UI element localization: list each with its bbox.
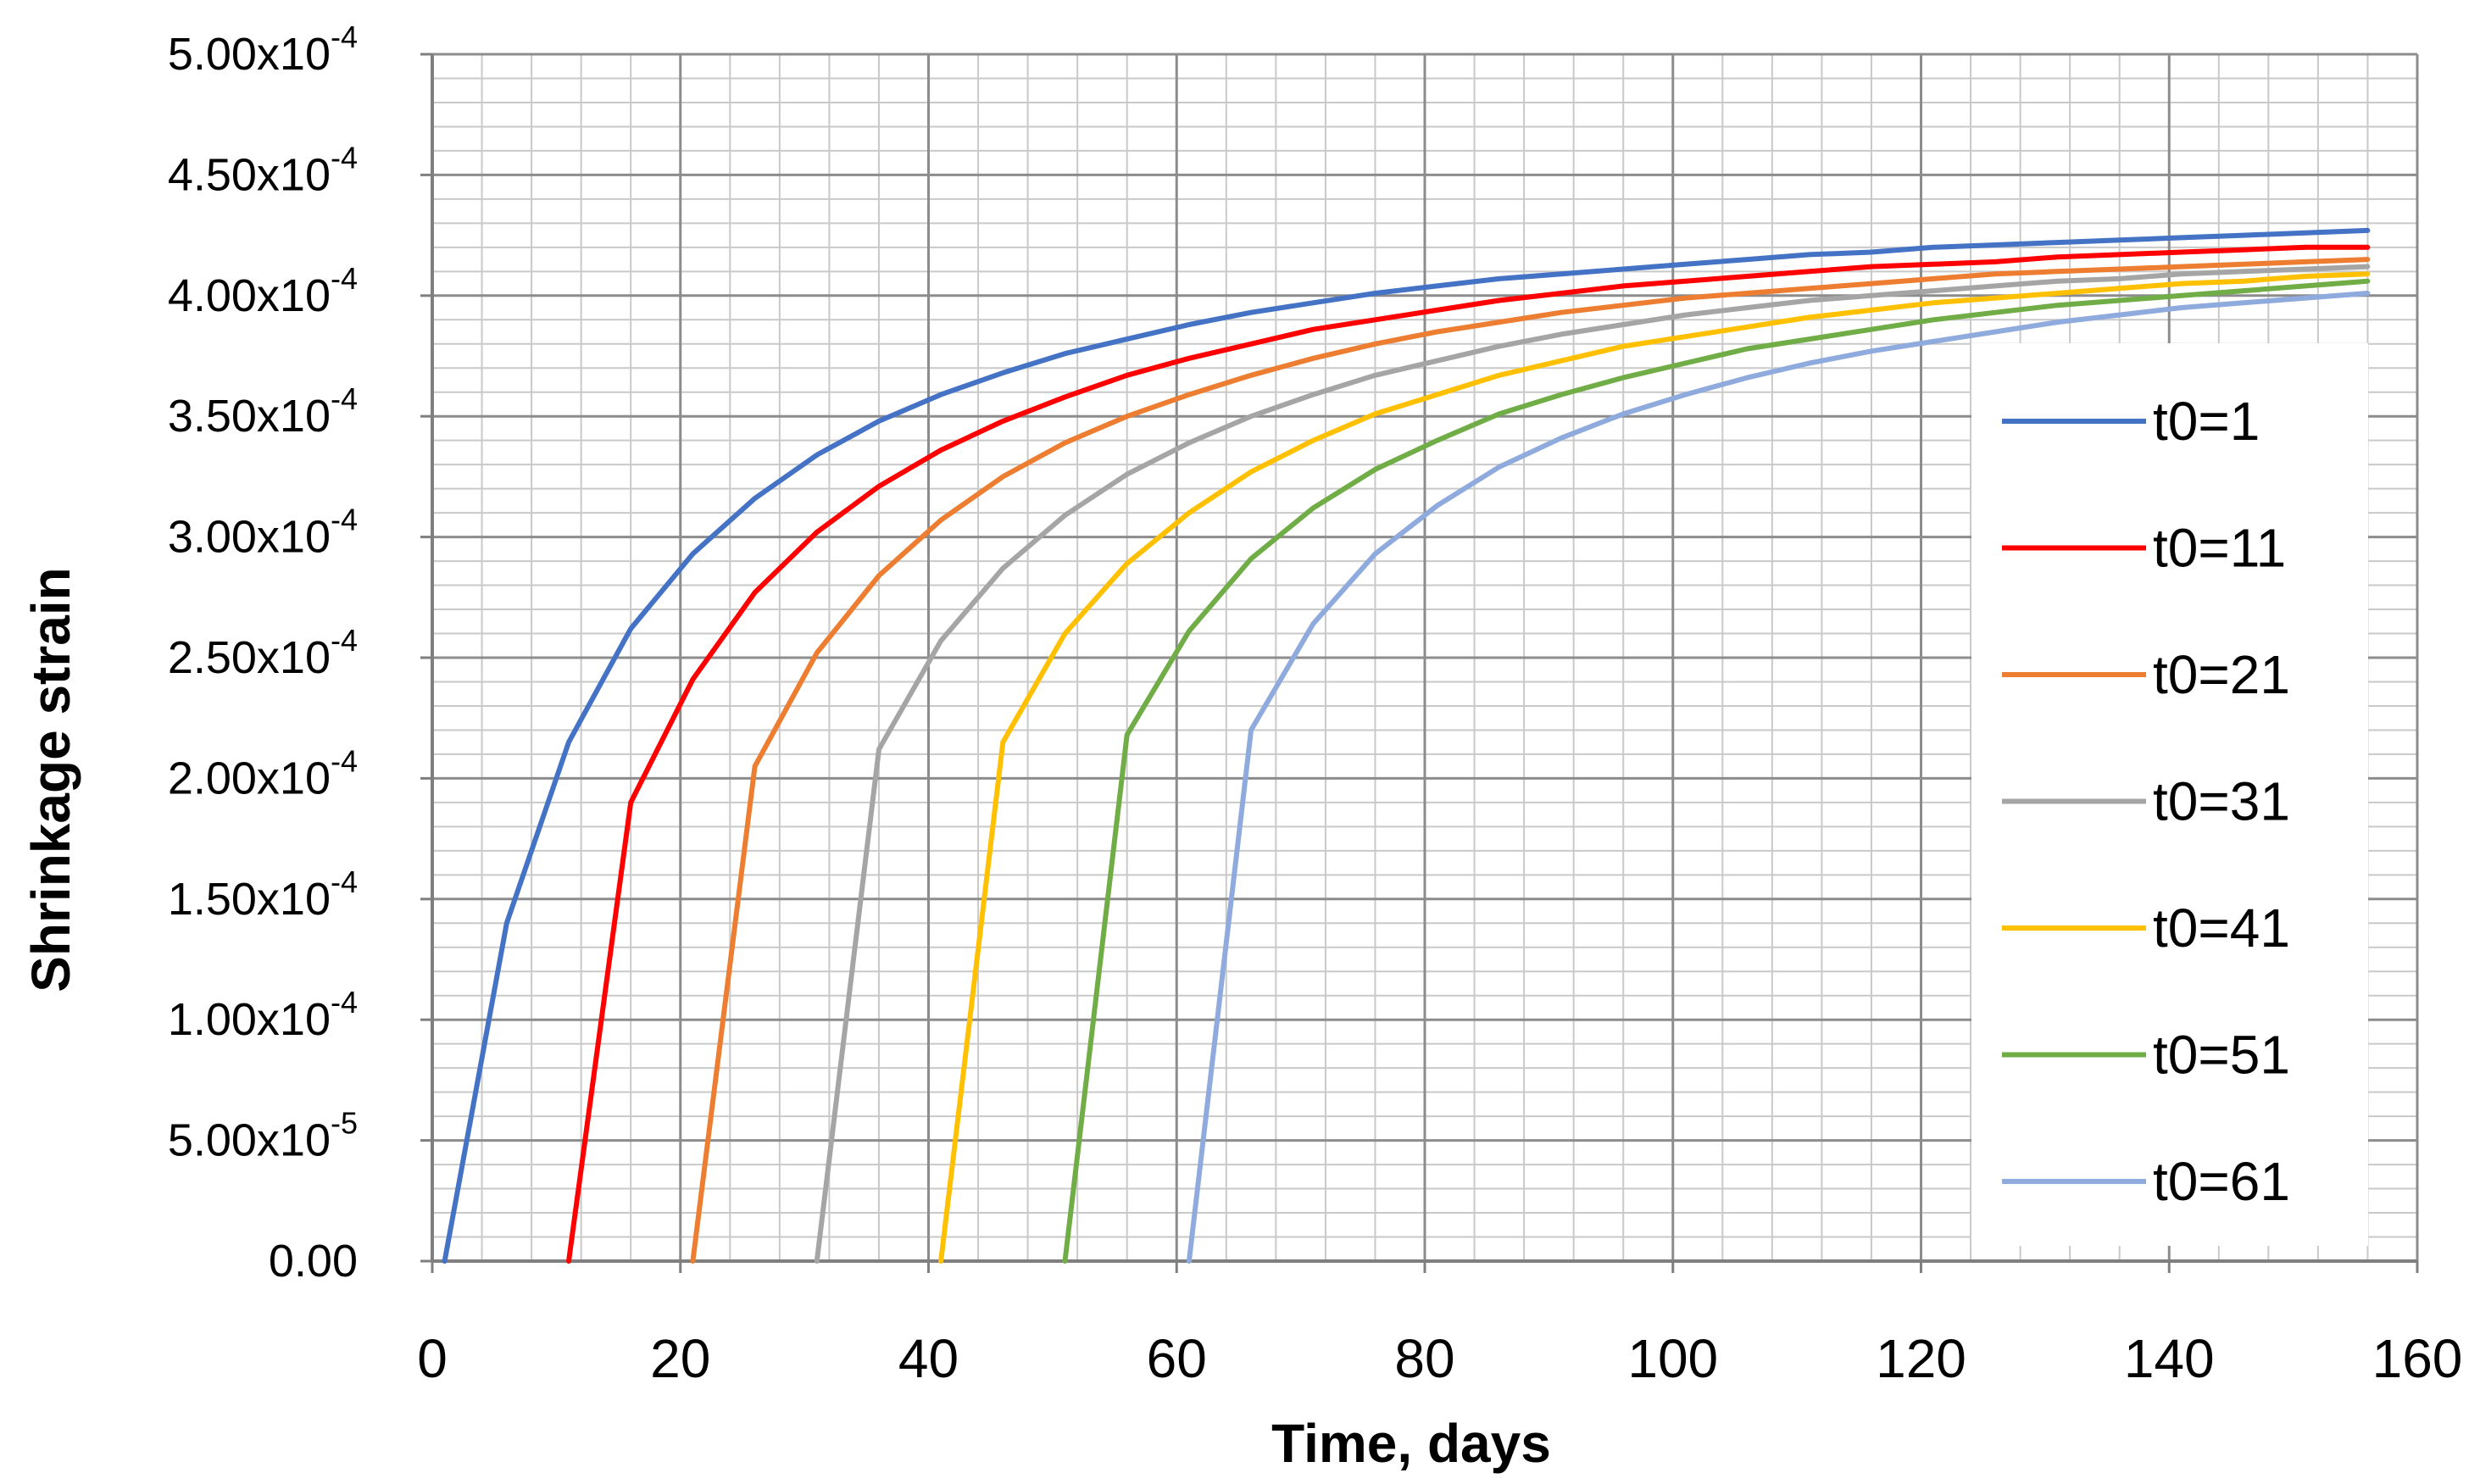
series-line-t0-1 [442,227,2371,1264]
x-axis-title: Time, days [1271,1413,1551,1474]
x-tick-label: 120 [1876,1328,1966,1389]
x-tick-label: 40 [898,1328,959,1389]
legend-label: t0=1 [2153,391,2260,452]
y-axis-tick-labels: 0.00 5.00x10-5 1.00x10-4 1.50x10-4 2.00x10-4… [168,19,358,1287]
axes [420,53,2419,1273]
legend-label: t0=31 [2153,771,2290,832]
x-tick-label: 60 [1147,1328,1207,1389]
y-tick-label: 3.00x10-4 [168,503,358,563]
series-line-t0-61 [1186,291,2371,1264]
legend-label: t0=51 [2153,1025,2290,1086]
y-tick-label: 3.50x10-4 [168,381,358,442]
x-tick-label: 20 [650,1328,710,1389]
y-axis-title: Shrinkage strain [20,567,81,992]
x-tick-label: 160 [2372,1328,2463,1389]
x-tick-label: 140 [2124,1328,2215,1389]
series-lines [442,227,2371,1264]
x-axis-tick-labels: 0 20 40 60 80 100 120 140 160 [417,1328,2462,1389]
y-tick-label: 0.00 [269,1236,358,1287]
legend-label: t0=21 [2153,644,2290,705]
legend-label: t0=41 [2153,898,2290,959]
x-tick-label: 80 [1394,1328,1454,1389]
y-tick-label: 2.00x10-4 [168,743,358,803]
y-tick-label: 5.00x10-5 [168,1106,358,1166]
series-line-t0-11 [566,244,2371,1264]
series-line-t0-51 [1062,278,2371,1264]
y-tick-label: 4.00x10-4 [168,261,358,321]
legend-box [1971,343,2368,1246]
y-tick-label: 2.50x10-4 [168,623,358,683]
y-tick-label: 4.50x10-4 [168,140,358,200]
series-line-t0-31 [814,264,2371,1264]
y-tick-label: 5.00x10-4 [168,19,358,80]
y-tick-label: 1.00x10-4 [168,985,358,1045]
legend-label: t0=11 [2153,518,2286,579]
legend: t0=1 t0=11 t0=21 t0=31 t0=41 t0=51 t0=61 [1971,343,2368,1246]
series-line-t0-41 [938,271,2371,1264]
legend-label: t0=61 [2153,1151,2290,1212]
x-tick-label: 100 [1627,1328,1718,1389]
y-tick-label: 1.50x10-4 [168,864,358,925]
x-tick-label: 0 [417,1328,448,1389]
series-line-t0-21 [690,257,2371,1264]
